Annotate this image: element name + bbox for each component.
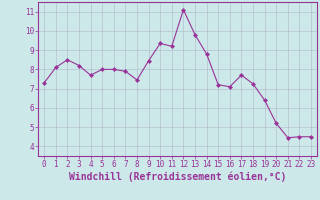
X-axis label: Windchill (Refroidissement éolien,°C): Windchill (Refroidissement éolien,°C) xyxy=(69,172,286,182)
